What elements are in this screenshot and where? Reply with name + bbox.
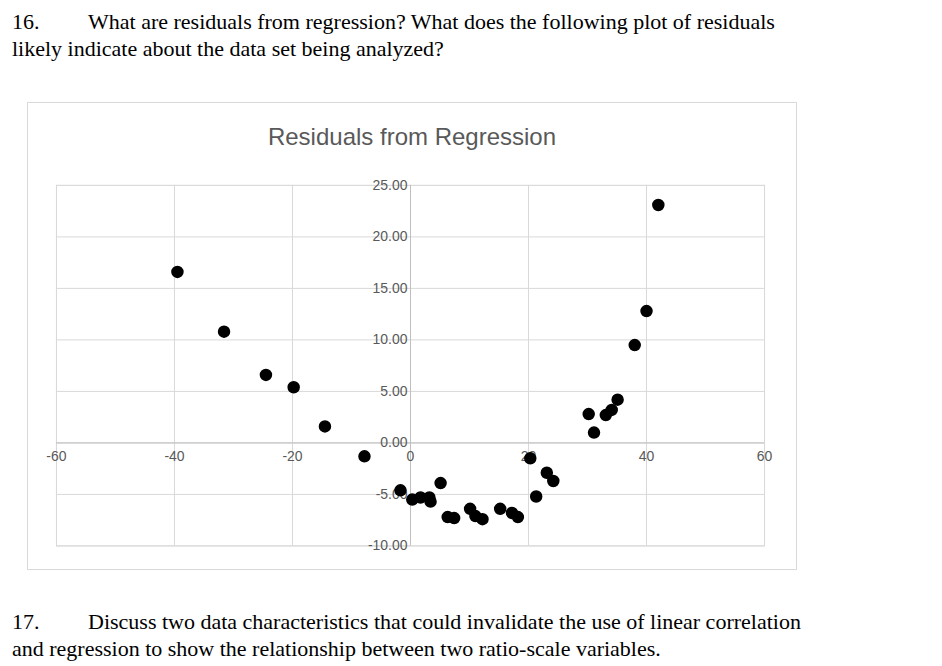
svg-text:20.00: 20.00 bbox=[373, 228, 408, 244]
html-text:Residuals from Regression: Residuals from Regression bbox=[267, 123, 557, 150]
svg-text:60: 60 bbox=[757, 448, 773, 464]
svg-text:-5.00: -5.00 bbox=[375, 485, 408, 502]
svg-text:-20: -20 bbox=[282, 448, 302, 464]
svg-text:5.00: 5.00 bbox=[380, 383, 407, 399]
html-text:and regression to show the rel: and regression to show the relationship … bbox=[12, 636, 661, 661]
svg-text:0: 0 bbox=[407, 448, 415, 464]
html-text:17.: 17. bbox=[12, 609, 40, 634]
html-text:What are residuals from regres: What are residuals from regression? What… bbox=[88, 9, 775, 34]
svg-text:-60: -60 bbox=[46, 448, 66, 464]
html-text:16.: 16. bbox=[12, 9, 40, 34]
html-text:Discuss two data characteristi: Discuss two data characteristics that co… bbox=[88, 609, 801, 634]
html-text:likely indicate about the data: likely indicate about the data set being… bbox=[12, 36, 444, 61]
svg-text:25.00: 25.00 bbox=[373, 177, 408, 193]
svg-text:0.00: 0.00 bbox=[380, 434, 407, 450]
svg-text:10.00: 10.00 bbox=[373, 331, 408, 347]
svg-text:40: 40 bbox=[639, 448, 655, 464]
svg-text:-40: -40 bbox=[164, 448, 184, 464]
svg-text:-10.00: -10.00 bbox=[368, 537, 408, 553]
svg-text:20: 20 bbox=[521, 448, 537, 464]
svg-text:15.00: 15.00 bbox=[373, 280, 408, 296]
